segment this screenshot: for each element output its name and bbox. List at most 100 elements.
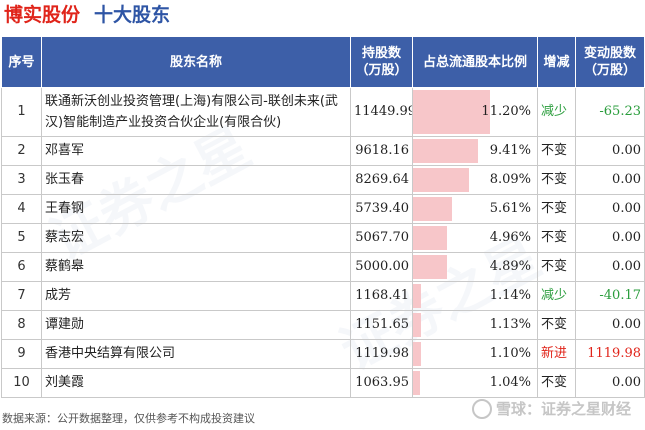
trend-label: 不变 [537,194,576,224]
shares-held: 8269.64 [350,165,413,195]
share-change: 0.00 [575,165,645,195]
shareholders-table: 序号 股东名称 持股数 （万股） 占总流通股本比例 增减 变动股数 （万股） 1 联通… [1,36,645,398]
ratio-cell: 9.41% [412,136,538,166]
shares-held: 5000.00 [350,252,413,282]
ratio-value: 1.04% [489,375,531,390]
table-row: 9 香港中央结算有限公司 1119.98 1.10% 新进 1119.98 [1,339,645,369]
ratio-cell: 4.96% [412,223,538,253]
ratio-cell: 1.13% [412,310,538,340]
snowball-logo-icon [471,398,492,419]
shareholder-name: 联通新沃创业投资管理(上海)有限公司-联创未来(武汉)智能制造产业投资合伙企业(… [41,87,351,137]
ratio-cell: 1.14% [412,281,538,311]
table-row: 4 王春钢 5739.40 5.61% 不变 0.00 [1,194,645,224]
table-header-row: 序号 股东名称 持股数 （万股） 占总流通股本比例 增减 变动股数 （万股） [1,36,645,88]
shares-held: 1151.65 [350,310,413,340]
ratio-bar [413,255,447,279]
ratio-bar [413,313,421,337]
ratio-value: 5.61% [489,201,531,216]
table-row: 2 邓喜军 9618.16 9.41% 不变 0.00 [1,136,645,166]
row-index: 2 [1,136,42,166]
shares-held: 9618.16 [350,136,413,166]
table-row: 10 刘美霞 1063.95 1.04% 不变 0.00 [1,368,645,398]
shareholder-name: 刘美霞 [41,368,351,398]
shareholder-name: 蔡鹤皋 [41,252,351,282]
row-index: 8 [1,310,42,340]
row-index: 10 [1,368,42,398]
column-header-shares: 持股数 （万股） [350,36,413,88]
ratio-cell: 1.04% [412,368,538,398]
table-row: 7 成芳 1168.41 1.14% 减少 -40.17 [1,281,645,311]
table-row: 6 蔡鹤皋 5000.00 4.89% 不变 0.00 [1,252,645,282]
share-change: 0.00 [575,194,645,224]
ratio-value: 4.89% [489,259,531,274]
ratio-bar [413,168,469,192]
shares-held: 5067.70 [350,223,413,253]
title-bar: 博实股份 十大股东 [4,1,170,29]
share-change: -65.23 [575,87,645,137]
ratio-bar [413,284,421,308]
ratio-value: 1.10% [489,346,531,361]
table-row: 8 谭建勋 1151.65 1.13% 不变 0.00 [1,310,645,340]
row-index: 7 [1,281,42,311]
trend-label: 减少 [537,281,576,311]
shares-held: 5739.40 [350,194,413,224]
brand-text: 雪球：证券之星财经 [495,400,631,418]
ratio-value: 4.96% [489,230,531,245]
column-header-ratio: 占总流通股本比例 [412,36,538,88]
data-source-note: 数据来源：公开数据整理，仅供参考不构成投资建议 [2,412,255,425]
ratio-cell: 1.10% [412,339,538,369]
ratio-bar [413,371,421,395]
shares-held: 1063.95 [350,368,413,398]
trend-label: 减少 [537,87,576,137]
shares-held: 11449.99 [350,87,413,137]
ratio-cell: 4.89% [412,252,538,282]
column-header-trend: 增减 [537,36,576,88]
shareholder-name: 成芳 [41,281,351,311]
shareholder-name: 谭建勋 [41,310,351,340]
shareholder-name: 邓喜军 [41,136,351,166]
ratio-value: 9.41% [489,143,531,158]
ratio-cell: 11.20% [412,87,538,137]
share-change: 0.00 [575,310,645,340]
trend-label: 新进 [537,339,576,369]
table-row: 5 蔡志宏 5067.70 4.96% 不变 0.00 [1,223,645,253]
share-change: 0.00 [575,223,645,253]
brand-watermark: 雪球：证券之星财经 [471,398,631,419]
share-change: 1119.98 [575,339,645,369]
trend-label: 不变 [537,136,576,166]
row-index: 6 [1,252,42,282]
ratio-bar [413,139,478,163]
row-index: 3 [1,165,42,195]
shares-held: 1168.41 [350,281,413,311]
column-header-change: 变动股数 （万股） [575,36,645,88]
ratio-value: 1.14% [489,288,531,303]
ratio-cell: 8.09% [412,165,538,195]
company-name: 博实股份 [4,4,81,26]
row-index: 5 [1,223,42,253]
ratio-value: 8.09% [489,172,531,187]
page-title: 十大股东 [94,4,171,26]
column-header-name: 股东名称 [41,36,351,88]
table-row: 1 联通新沃创业投资管理(上海)有限公司-联创未来(武汉)智能制造产业投资合伙企业… [1,87,645,137]
shareholder-name: 香港中央结算有限公司 [41,339,351,369]
column-header-index: 序号 [1,36,42,88]
row-index: 9 [1,339,42,369]
ratio-bar [413,197,452,221]
trend-label: 不变 [537,165,576,195]
row-index: 1 [1,87,42,137]
trend-label: 不变 [537,310,576,340]
shareholder-name: 蔡志宏 [41,223,351,253]
ratio-bar [413,226,448,250]
ratio-cell: 5.61% [412,194,538,224]
table-row: 3 张玉春 8269.64 8.09% 不变 0.00 [1,165,645,195]
shares-held: 1119.98 [350,339,413,369]
share-change: 0.00 [575,368,645,398]
share-change: 0.00 [575,136,645,166]
trend-label: 不变 [537,368,576,398]
shareholder-name: 张玉春 [41,165,351,195]
shareholder-name: 王春钢 [41,194,351,224]
ratio-bar [413,342,421,366]
ratio-value: 1.13% [489,317,531,332]
trend-label: 不变 [537,223,576,253]
ratio-value: 11.20% [481,104,531,119]
